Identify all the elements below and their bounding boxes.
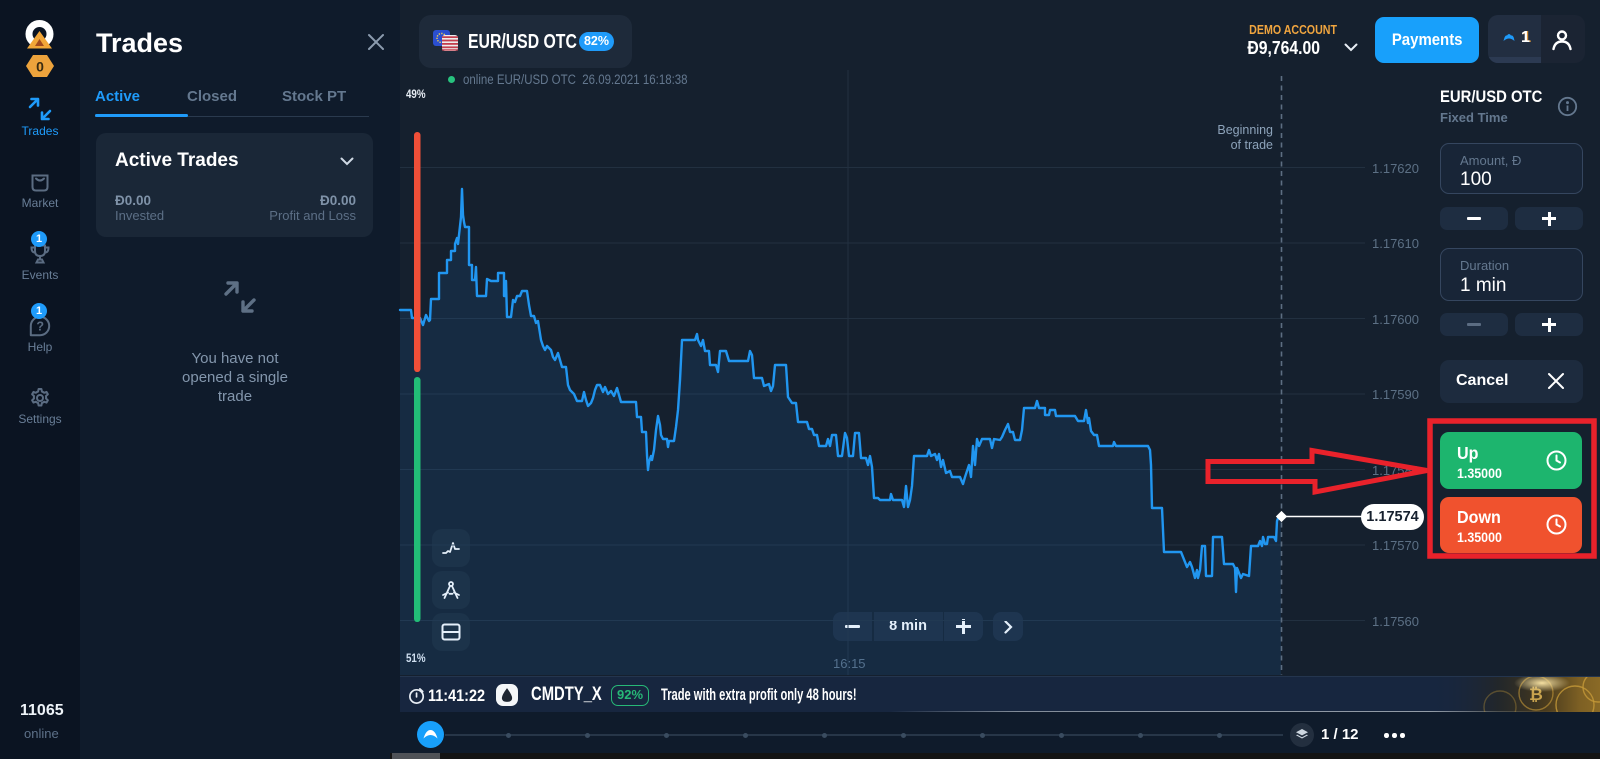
svg-text:?: ?: [36, 319, 44, 333]
svg-text:0: 0: [36, 59, 44, 75]
